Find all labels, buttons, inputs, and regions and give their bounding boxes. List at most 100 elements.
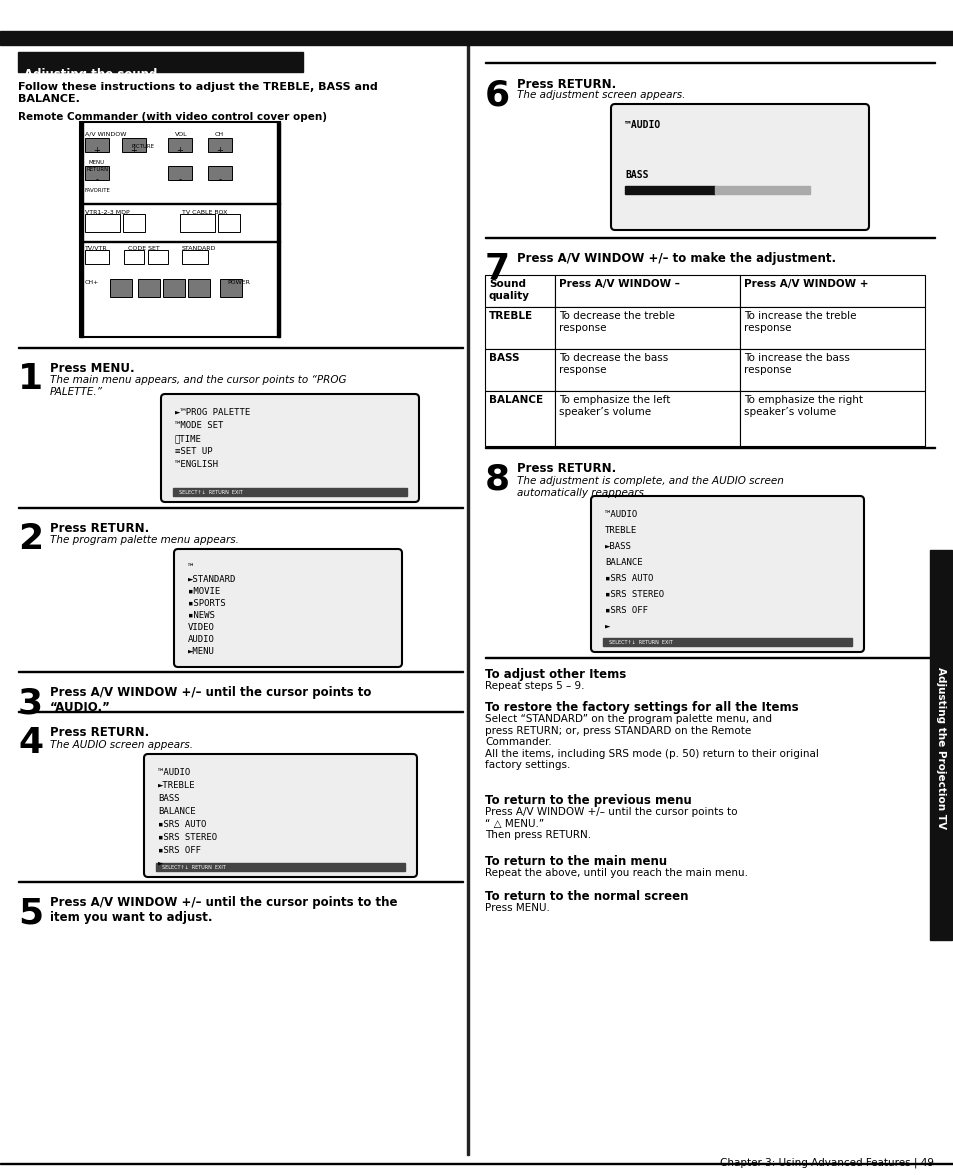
Text: ™ENGLISH: ™ENGLISH bbox=[174, 459, 218, 469]
Text: Repeat the above, until you reach the main menu.: Repeat the above, until you reach the ma… bbox=[484, 868, 747, 878]
Text: The program palette menu appears.: The program palette menu appears. bbox=[50, 535, 238, 545]
Text: MENU: MENU bbox=[89, 160, 105, 165]
Bar bbox=[163, 278, 185, 297]
Text: ▪MOVIE: ▪MOVIE bbox=[188, 588, 220, 596]
Text: +: + bbox=[93, 146, 100, 155]
Text: 8: 8 bbox=[484, 462, 510, 496]
Bar bbox=[168, 166, 192, 180]
Bar bbox=[276, 122, 280, 337]
Text: To return to the normal screen: To return to the normal screen bbox=[484, 889, 688, 904]
Text: ▪NEWS: ▪NEWS bbox=[188, 611, 214, 620]
Text: ►TREBLE: ►TREBLE bbox=[158, 781, 195, 790]
Bar bbox=[929, 550, 951, 940]
Text: RETURN: RETURN bbox=[87, 167, 109, 172]
Text: +: + bbox=[131, 146, 137, 155]
Text: BALANCE: BALANCE bbox=[158, 807, 195, 815]
Bar bbox=[208, 137, 232, 152]
Bar bbox=[123, 214, 145, 231]
Text: To decrease the bass
response: To decrease the bass response bbox=[558, 352, 667, 375]
Text: Repeat steps 5 – 9.: Repeat steps 5 – 9. bbox=[484, 682, 584, 691]
Text: Sound
quality: Sound quality bbox=[489, 278, 530, 301]
FancyBboxPatch shape bbox=[173, 549, 401, 667]
Text: ™AUDIO: ™AUDIO bbox=[624, 120, 659, 130]
Text: VIDEO: VIDEO bbox=[188, 623, 214, 632]
Bar bbox=[80, 202, 280, 204]
Bar bbox=[0, 31, 953, 45]
Bar bbox=[18, 52, 303, 72]
Text: ™AUDIO: ™AUDIO bbox=[158, 768, 190, 777]
Text: ▪SRS AUTO: ▪SRS AUTO bbox=[158, 820, 206, 830]
Bar bbox=[18, 506, 462, 508]
Text: ™MODE SET: ™MODE SET bbox=[174, 421, 223, 430]
Text: -: - bbox=[218, 175, 221, 184]
Bar bbox=[85, 166, 109, 180]
Text: 3: 3 bbox=[18, 686, 43, 720]
Bar bbox=[148, 250, 168, 264]
Text: SELECT↑↓  RETURN  EXIT: SELECT↑↓ RETURN EXIT bbox=[179, 490, 243, 495]
Text: 4: 4 bbox=[18, 726, 43, 760]
Text: Press A/V WINDOW +/– until the cursor points to
“ △ MENU.”
Then press RETURN.: Press A/V WINDOW +/– until the cursor po… bbox=[484, 807, 737, 840]
Bar bbox=[182, 250, 208, 264]
Bar bbox=[220, 278, 242, 297]
Text: ≡SET UP: ≡SET UP bbox=[174, 446, 213, 456]
Text: ▪SRS OFF: ▪SRS OFF bbox=[604, 606, 647, 615]
Text: 7: 7 bbox=[484, 251, 510, 286]
Text: To emphasize the right
speaker’s volume: To emphasize the right speaker’s volume bbox=[743, 395, 862, 417]
Bar bbox=[714, 186, 809, 194]
Text: Press A/V WINDOW –: Press A/V WINDOW – bbox=[558, 278, 679, 289]
Bar bbox=[18, 880, 462, 882]
Bar bbox=[85, 250, 109, 264]
Text: AUDIO: AUDIO bbox=[188, 634, 214, 644]
Text: Press MENU.: Press MENU. bbox=[484, 904, 549, 913]
Text: ⓘTIME: ⓘTIME bbox=[174, 434, 202, 443]
Text: Press A/V WINDOW +/– until the cursor points to the
item you want to adjust.: Press A/V WINDOW +/– until the cursor po… bbox=[50, 897, 397, 924]
Text: Press RETURN.: Press RETURN. bbox=[50, 522, 149, 535]
Text: Follow these instructions to adjust the TREBLE, BASS and
BALANCE.: Follow these instructions to adjust the … bbox=[18, 82, 377, 103]
Text: BASS: BASS bbox=[489, 352, 519, 363]
Text: ►: ► bbox=[604, 622, 610, 631]
Text: +: + bbox=[216, 146, 223, 155]
Bar bbox=[740, 275, 924, 307]
Text: TREBLE: TREBLE bbox=[604, 526, 637, 535]
Text: -: - bbox=[95, 175, 98, 184]
Text: To decrease the treble
response: To decrease the treble response bbox=[558, 311, 674, 333]
Bar bbox=[484, 61, 934, 63]
Text: ▪SRS AUTO: ▪SRS AUTO bbox=[604, 575, 653, 583]
Text: ►: ► bbox=[158, 859, 163, 868]
Text: ▪SRS OFF: ▪SRS OFF bbox=[158, 846, 201, 855]
Text: Press A/V WINDOW +/– until the cursor points to
“AUDIO.”: Press A/V WINDOW +/– until the cursor po… bbox=[50, 686, 371, 714]
Text: 2: 2 bbox=[18, 522, 43, 556]
Text: The AUDIO screen appears.: The AUDIO screen appears. bbox=[50, 740, 193, 750]
Bar bbox=[122, 137, 146, 152]
Text: ™AUDIO: ™AUDIO bbox=[604, 510, 637, 519]
Text: ►BASS: ►BASS bbox=[604, 542, 631, 551]
Text: ▪SRS STEREO: ▪SRS STEREO bbox=[604, 590, 663, 599]
FancyBboxPatch shape bbox=[610, 105, 868, 230]
Bar bbox=[172, 488, 407, 496]
Text: Press MENU.: Press MENU. bbox=[50, 362, 134, 375]
Text: Press A/V WINDOW +: Press A/V WINDOW + bbox=[743, 278, 867, 289]
Bar bbox=[555, 307, 740, 349]
Bar bbox=[484, 275, 555, 307]
Text: VTR1-2-3 MDP: VTR1-2-3 MDP bbox=[85, 210, 130, 215]
Text: SELECT↑↓  RETURN  EXIT: SELECT↑↓ RETURN EXIT bbox=[162, 865, 226, 870]
Text: BALANCE: BALANCE bbox=[604, 558, 642, 568]
Text: ▪SRS STEREO: ▪SRS STEREO bbox=[158, 833, 217, 842]
Text: Press RETURN.: Press RETURN. bbox=[517, 78, 616, 90]
Bar bbox=[85, 214, 120, 231]
Text: To emphasize the left
speaker’s volume: To emphasize the left speaker’s volume bbox=[558, 395, 670, 417]
Text: ™: ™ bbox=[188, 563, 193, 572]
Bar bbox=[18, 347, 462, 348]
Text: The adjustment screen appears.: The adjustment screen appears. bbox=[517, 90, 684, 100]
Bar bbox=[555, 391, 740, 446]
Bar bbox=[484, 307, 555, 349]
Text: The main menu appears, and the cursor points to “PROG
PALETTE.”: The main menu appears, and the cursor po… bbox=[50, 375, 346, 397]
Text: CH+: CH+ bbox=[85, 280, 99, 286]
Text: -: - bbox=[178, 175, 181, 184]
Text: ►™PROG PALETTE: ►™PROG PALETTE bbox=[174, 408, 250, 417]
Text: TV CABLE BOX: TV CABLE BOX bbox=[182, 210, 227, 215]
Text: To return to the previous menu: To return to the previous menu bbox=[484, 794, 691, 807]
Text: POWER: POWER bbox=[227, 280, 250, 286]
Bar bbox=[555, 275, 740, 307]
Text: Chapter 3: Using Advanced Features | 49: Chapter 3: Using Advanced Features | 49 bbox=[720, 1159, 933, 1168]
